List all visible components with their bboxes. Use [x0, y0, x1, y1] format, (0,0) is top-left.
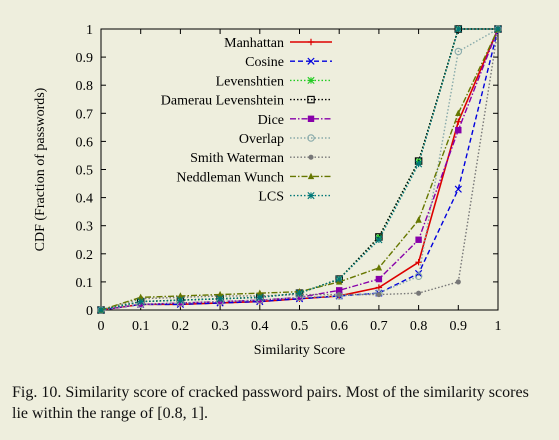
data-point-neddleman-wunch [375, 264, 383, 271]
series-dice [97, 25, 502, 314]
series-line-neddleman-wunch [100, 28, 499, 311]
series-cosine [97, 25, 502, 314]
data-point-dice [336, 287, 343, 294]
series-overlap [97, 25, 502, 314]
legend-label-overlap: Overlap [239, 132, 284, 147]
data-point-lcs [295, 289, 304, 297]
x-tick-label: 1 [495, 319, 502, 334]
y-tick-label: 0.1 [76, 276, 94, 291]
data-point-smith-waterman [336, 291, 342, 298]
y-axis-title: CDF (Fraction of passwords) [33, 87, 48, 251]
series-line-cosine [100, 28, 499, 311]
y-tick-label: 0.5 [76, 164, 94, 179]
series-levenshtien [97, 25, 502, 314]
data-point-lcs [454, 25, 462, 33]
cdf-chart: 0 0.1 0.2 0.3 0.4 0.5 0.6 0.7 0.8 0.9 1 0 0.1 0.2 0.3 0… [33, 23, 502, 358]
data-point-lcs [176, 296, 184, 304]
legend-label-neddleman-wunch: Neddleman Wunch [176, 170, 284, 185]
data-point-dice [296, 294, 303, 301]
data-point-neddleman-wunch [177, 292, 184, 299]
x-tick-label: 0.6 [330, 319, 348, 334]
data-point-overlap [454, 47, 463, 56]
data-point-smith-waterman [455, 279, 461, 285]
legend-label-cosine: Cosine [245, 55, 284, 70]
data-point-lcs [375, 236, 383, 244]
x-tick-label: 0 [98, 319, 105, 334]
series-neddleman-wunch [97, 25, 502, 313]
y-tick-label: 0 [86, 304, 93, 319]
data-point-lcs [256, 293, 264, 301]
x-tick-label: 0.9 [450, 319, 468, 334]
legend-label-smith-waterman: Smith Waterman [190, 151, 284, 166]
y-tick-label: 0.9 [76, 51, 94, 66]
y-tick-label: 1 [86, 23, 93, 38]
legend-marker-lcs [307, 192, 315, 200]
x-tick-label: 0.7 [370, 319, 388, 334]
legend-marker-smith-waterman [308, 154, 314, 160]
legend-marker-cosine [307, 57, 315, 65]
series-line-levenshtien [100, 28, 498, 311]
data-point-neddleman-wunch [256, 289, 263, 296]
x-tick-label: 0.8 [410, 319, 428, 334]
data-point-dice [375, 275, 383, 283]
data-point-smith-waterman [416, 290, 422, 296]
data-point-smith-waterman [376, 291, 382, 298]
series-line-damerau-levenshtein [100, 28, 498, 311]
data-point-cosine [454, 185, 462, 193]
y-tick-label: 0.4 [76, 192, 94, 207]
legend-marker-dice [307, 115, 315, 122]
data-point-lcs [335, 275, 343, 283]
y-tick-label: 0.2 [76, 248, 94, 263]
legend-marker-manhattan [307, 38, 315, 46]
series-line-overlap [100, 28, 499, 311]
legend-label-levenshtien: Levenshtien [216, 74, 284, 89]
data-point-lcs [137, 297, 145, 306]
legend: Manhattan Cosine Levenshtien Damerau Levens… [161, 36, 332, 205]
data-point-manhattan [455, 118, 462, 125]
data-point-dice [455, 126, 462, 134]
series-lcs [97, 25, 502, 314]
legend-label-lcs: LCS [258, 190, 284, 205]
legend-marker-overlap [307, 134, 315, 142]
x-tick-label: 0.2 [172, 319, 190, 334]
data-point-lcs [415, 160, 423, 168]
series-line-lcs [100, 28, 498, 311]
legend-label-damerau-levenshtein: Damerau Levenshtein [161, 94, 284, 109]
data-point-overlap [414, 272, 423, 281]
series-damerau-levenshtein [97, 25, 502, 314]
legend-label-dice: Dice [258, 113, 284, 128]
data-point-lcs [216, 295, 224, 303]
x-tick-label: 0.3 [211, 319, 229, 334]
x-tick-label: 0.4 [251, 319, 269, 334]
series-smith-waterman [98, 26, 501, 313]
series-line-dice [100, 28, 499, 311]
x-axis-title: Similarity Score [254, 343, 345, 358]
x-tick-label: 0.1 [132, 319, 150, 334]
series-manhattan [97, 25, 502, 314]
series-line-smith-waterman [100, 28, 499, 311]
data-point-dice [415, 236, 422, 243]
data-point-lcs [494, 25, 502, 33]
data-point-lcs [97, 306, 105, 314]
legend-marker-neddleman-wunch [307, 172, 315, 180]
plot-frame [100, 28, 499, 311]
x-tick-label: 0.5 [291, 319, 309, 334]
series-line-manhattan [100, 28, 499, 311]
data-point-neddleman-wunch [415, 216, 422, 223]
y-tick-label: 0.3 [76, 220, 94, 235]
legend-marker-levenshtien [307, 76, 315, 84]
legend-label-manhattan: Manhattan [224, 36, 284, 51]
y-tick-label: 0.8 [76, 79, 94, 94]
data-point-neddleman-wunch [137, 293, 144, 301]
data-point-manhattan [415, 259, 422, 266]
data-point-neddleman-wunch [455, 109, 462, 116]
legend-marker-damerau-levenshtein [307, 95, 315, 104]
y-tick-label: 0.7 [76, 107, 94, 122]
data-point-neddleman-wunch [216, 290, 224, 298]
y-tick-label: 0.6 [76, 135, 94, 150]
figure-caption: Fig. 10. Similarity score of cracked pas… [12, 384, 529, 422]
